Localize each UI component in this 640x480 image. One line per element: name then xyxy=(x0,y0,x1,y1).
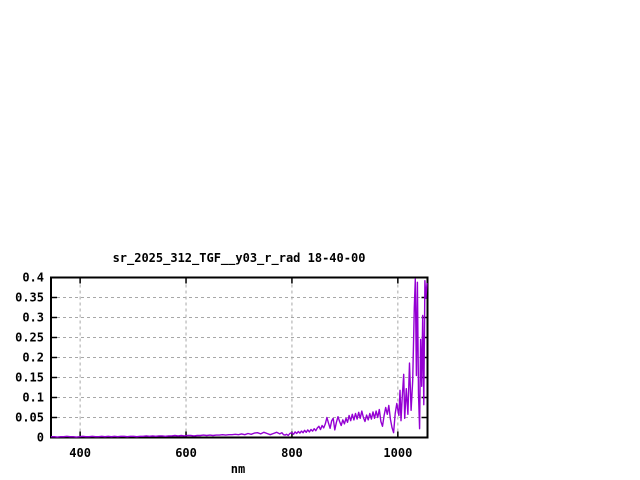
y-tick-label: 0 xyxy=(37,431,44,445)
y-tick-label: 0.05 xyxy=(15,411,44,425)
y-tick-label: 0.3 xyxy=(22,311,44,325)
y-tick-label: 0.1 xyxy=(22,391,44,405)
y-tick-label: 0.25 xyxy=(15,331,44,345)
x-tick-label: 800 xyxy=(281,446,303,460)
y-tick-label: 0.35 xyxy=(15,291,44,305)
chart-title: sr_2025_312_TGF__y03_r_rad 18-40-00 xyxy=(113,251,366,266)
y-tick-label: 0.2 xyxy=(22,351,44,365)
spectrum-line xyxy=(51,278,428,438)
series-layer xyxy=(51,278,428,438)
y-tick-label: 0.4 xyxy=(22,271,44,285)
plot-border xyxy=(50,276,429,439)
x-tick-label: 600 xyxy=(175,446,197,460)
tick-label-layer: 0 0.05 0.1 0.15 0.2 0.25 0.3 0.35 0.4 400 600 800 10… xyxy=(15,271,412,461)
grid-layer xyxy=(51,277,428,438)
x-axis-label: nm xyxy=(231,462,245,476)
y-tick-label: 0.15 xyxy=(15,371,44,385)
x-tick-label: 1000 xyxy=(383,446,412,460)
x-tick-label: 400 xyxy=(69,446,91,460)
